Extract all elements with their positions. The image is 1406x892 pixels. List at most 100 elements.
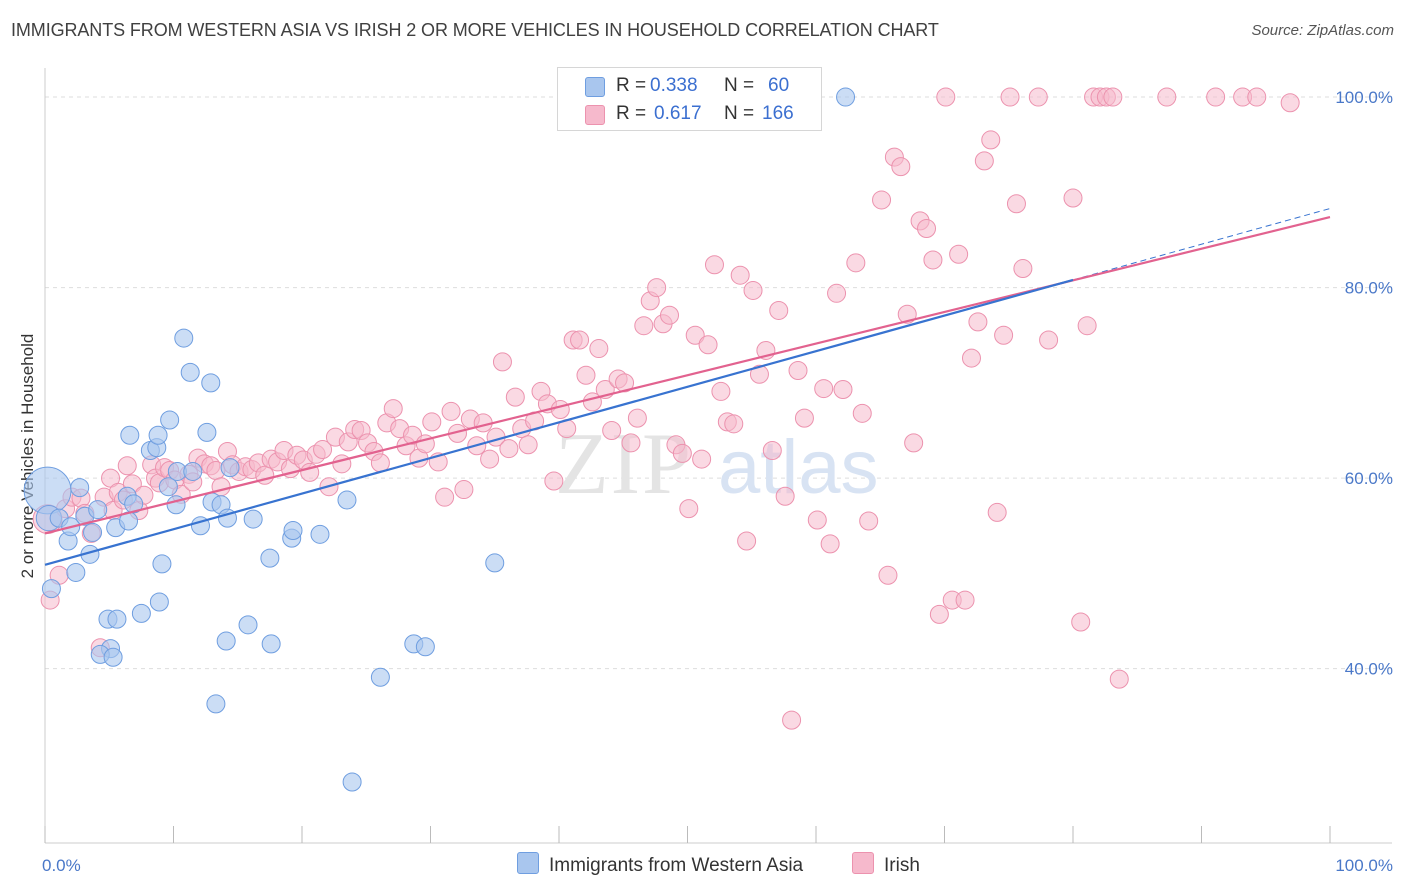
irish-point	[647, 278, 667, 298]
western-asia-point	[103, 647, 123, 667]
western-asia-points	[23, 87, 856, 792]
irish-point	[480, 449, 500, 469]
western-asia-point	[310, 524, 330, 544]
irish-point	[859, 511, 879, 531]
legend-swatch-pink	[585, 105, 605, 125]
western-asia-point	[41, 579, 61, 599]
irish-point	[846, 253, 866, 273]
legend-n-label: N =	[724, 75, 755, 96]
irish-point	[807, 510, 827, 530]
legend-r-value: 0.338	[650, 75, 698, 96]
watermark-atlas: atlas	[718, 425, 879, 510]
irish-point	[730, 265, 750, 285]
irish-point	[878, 565, 898, 585]
irish-point	[441, 401, 461, 421]
irish-point	[794, 408, 814, 428]
western-asia-point	[201, 373, 221, 393]
irish-point	[1063, 188, 1083, 208]
irish-point	[782, 710, 802, 730]
irish-point	[891, 157, 911, 177]
legend-n-label: N =	[724, 103, 755, 124]
western-asia-point	[149, 592, 169, 612]
western-asia-point	[216, 631, 236, 651]
irish-point	[749, 364, 769, 384]
western-asia-point	[485, 553, 505, 573]
western-asia-trend-extension	[1072, 208, 1331, 281]
western-asia-point	[83, 522, 103, 542]
western-asia-point	[342, 772, 362, 792]
western-asia-trend-line	[44, 278, 1074, 566]
western-asia-point	[124, 494, 144, 514]
irish-point	[923, 250, 943, 270]
irish-point	[704, 255, 724, 275]
irish-point	[492, 352, 512, 372]
irish-point	[672, 443, 692, 463]
irish-point	[1000, 87, 1020, 107]
bottom-legend-swatch-pink	[852, 852, 874, 874]
bottom-legend-label: Irish	[884, 855, 920, 876]
irish-point	[499, 439, 519, 459]
legend-row-western-asia: R = 0.338 N = 60	[558, 72, 821, 100]
irish-point	[1157, 87, 1177, 107]
legend-r-label: R =	[616, 75, 647, 96]
x-tick-label: 0.0%	[42, 856, 81, 875]
irish-point	[698, 335, 718, 355]
western-asia-point	[206, 694, 226, 714]
irish-point	[518, 435, 538, 455]
source-credit: Source: ZipAtlas.com	[1251, 22, 1394, 39]
irish-point	[872, 190, 892, 210]
irish-point	[1103, 87, 1123, 107]
irish-point	[576, 365, 596, 385]
western-asia-point	[148, 425, 168, 445]
western-asia-point	[174, 328, 194, 348]
irish-point	[1039, 330, 1059, 350]
legend-n-value: 166	[762, 103, 794, 124]
legend-swatch-blue	[585, 77, 605, 97]
y-tick-label: 100.0%	[1335, 88, 1393, 107]
trend-lines	[44, 208, 1331, 566]
bottom-legend-irish[interactable]: Irish	[852, 852, 920, 877]
western-asia-point	[183, 461, 203, 481]
axes	[44, 68, 1392, 844]
irish-point	[987, 502, 1007, 522]
irish-point	[435, 487, 455, 507]
irish-point	[929, 604, 949, 624]
irish-point	[994, 325, 1014, 345]
irish-point	[762, 440, 782, 460]
western-asia-point	[836, 87, 856, 107]
irish-point	[852, 403, 872, 423]
irish-point	[1006, 194, 1026, 214]
bottom-legend-label: Immigrants from Western Asia	[549, 855, 804, 876]
irish-point	[627, 408, 647, 428]
bottom-legend-western-asia[interactable]: Immigrants from Western Asia	[517, 852, 803, 877]
irish-point	[1109, 669, 1129, 689]
western-asia-point	[158, 477, 178, 497]
irish-point	[685, 325, 705, 345]
irish-point	[775, 486, 795, 506]
western-asia-point	[415, 637, 435, 657]
irish-point	[968, 312, 988, 332]
irish-point	[820, 534, 840, 554]
western-asia-point	[107, 609, 127, 629]
y-tick-label: 60.0%	[1345, 469, 1393, 488]
irish-point	[1071, 612, 1091, 632]
y-tick-label: 80.0%	[1345, 279, 1393, 298]
western-asia-point	[197, 422, 217, 442]
western-asia-point	[180, 362, 200, 382]
watermark: ZIP atlas	[555, 416, 879, 513]
irish-point	[422, 412, 442, 432]
irish-point	[313, 440, 333, 460]
western-asia-point	[66, 562, 86, 582]
irish-point	[814, 379, 834, 399]
irish-point	[383, 399, 403, 419]
western-asia-point	[70, 478, 90, 498]
western-asia-point	[160, 410, 180, 430]
chart-title: IMMIGRANTS FROM WESTERN ASIA VS IRISH 2 …	[11, 20, 939, 40]
irish-point	[1247, 87, 1267, 107]
irish-point	[1280, 93, 1300, 113]
irish-point	[904, 433, 924, 453]
irish-point	[679, 499, 699, 519]
western-asia-point	[238, 615, 258, 635]
irish-point	[827, 283, 847, 303]
